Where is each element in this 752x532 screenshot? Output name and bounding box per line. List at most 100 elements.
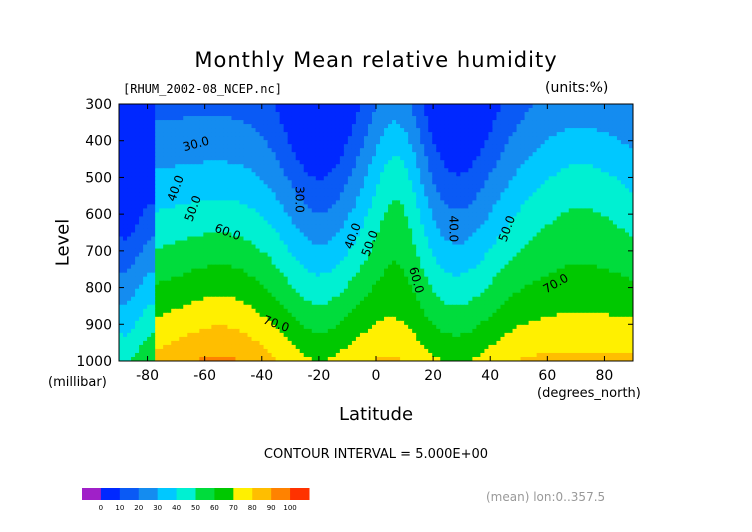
field-cell (263, 240, 269, 246)
field-cell (404, 128, 409, 133)
field-cell (528, 120, 534, 125)
field-cell (440, 192, 445, 197)
field-cell (259, 188, 265, 193)
field-cell (175, 164, 180, 169)
field-cell (548, 120, 554, 125)
field-cell (584, 168, 590, 173)
field-cell (319, 184, 325, 189)
field-cell (496, 252, 502, 258)
field-cell (380, 256, 385, 262)
field-cell (612, 152, 618, 157)
field-cell (143, 116, 148, 121)
field-cell (604, 244, 610, 250)
field-cell (464, 184, 469, 189)
field-cell (584, 244, 590, 250)
field-cell (223, 184, 229, 189)
field-cell (195, 172, 200, 177)
field-cell (271, 180, 277, 185)
field-cell (620, 136, 626, 141)
field-cell (424, 144, 429, 149)
field-cell (287, 180, 293, 185)
field-cell (540, 216, 546, 222)
field-cell (119, 104, 124, 109)
field-cell (287, 192, 293, 197)
field-cell (496, 188, 502, 193)
field-cell (223, 192, 229, 197)
field-cell (548, 144, 554, 149)
field-cell (448, 172, 453, 177)
field-cell (592, 136, 598, 141)
field-cell (536, 120, 542, 125)
field-cell (235, 112, 241, 117)
field-cell (588, 232, 594, 238)
field-cell (123, 108, 128, 113)
field-cell (251, 140, 257, 145)
field-cell (456, 168, 461, 173)
field-cell (576, 112, 582, 117)
field-cell (624, 160, 630, 165)
field-cell (367, 224, 373, 230)
field-cell (363, 136, 369, 141)
field-cell (468, 164, 473, 169)
field-cell (303, 160, 309, 165)
field-cell (384, 192, 389, 197)
field-cell (440, 180, 445, 185)
field-cell (488, 108, 494, 113)
field-cell (588, 116, 594, 121)
field-cell (179, 236, 184, 242)
field-cell (275, 172, 281, 177)
field-cell (628, 156, 633, 161)
field-cell (484, 168, 490, 173)
field-cell (267, 148, 273, 153)
field-cell (247, 168, 253, 173)
field-cell (420, 196, 425, 201)
field-cell (175, 228, 180, 234)
field-cell (524, 236, 530, 242)
field-cell (295, 172, 301, 177)
field-cell (363, 208, 369, 214)
field-cell (408, 128, 413, 133)
field-cell (468, 180, 473, 185)
field-cell (612, 188, 618, 193)
field-cell (127, 220, 132, 226)
field-cell (255, 156, 261, 161)
field-cell (440, 116, 445, 121)
field-cell (359, 124, 365, 129)
field-cell (199, 152, 204, 157)
field-cell (203, 128, 208, 133)
field-cell (219, 256, 225, 262)
field-cell (556, 212, 562, 218)
field-cell (195, 148, 200, 153)
field-cell (283, 136, 289, 141)
field-cell (283, 208, 289, 214)
field-cell (376, 252, 381, 258)
field-cell (416, 240, 421, 246)
field-cell (532, 168, 538, 173)
field-cell (412, 156, 417, 161)
field-cell (127, 252, 132, 258)
field-cell (592, 172, 598, 177)
field-cell (215, 180, 220, 185)
field-cell (620, 168, 626, 173)
field-cell (195, 152, 200, 157)
field-cell (347, 160, 353, 165)
field-cell (596, 116, 602, 121)
field-cell (351, 248, 357, 254)
field-cell (323, 144, 329, 149)
field-cell (532, 140, 538, 145)
field-cell (564, 176, 570, 181)
field-cell (544, 148, 550, 153)
field-cell (476, 152, 482, 157)
field-cell (295, 200, 301, 205)
field-cell (488, 112, 494, 117)
field-cell (532, 252, 538, 258)
field-cell (520, 136, 526, 141)
field-cell (283, 112, 289, 117)
field-cell (223, 140, 229, 145)
field-cell (588, 200, 594, 205)
field-cell (279, 200, 285, 205)
field-cell (544, 112, 550, 117)
field-cell (215, 112, 220, 117)
field-cell (191, 212, 196, 218)
field-cell (508, 128, 514, 133)
